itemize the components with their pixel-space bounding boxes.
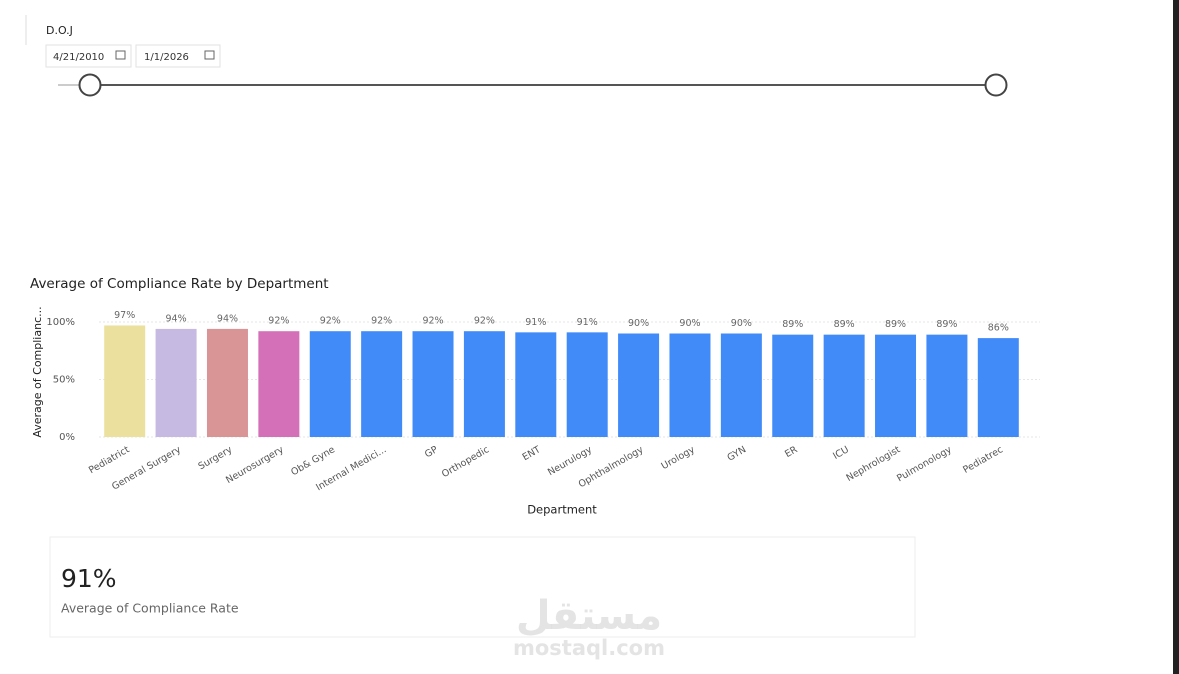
data-label: 90% [679,318,700,329]
bar [720,333,762,437]
bar [515,332,557,437]
bar [823,334,865,437]
x-tick-label: Orthopedic [440,444,491,480]
window-edge [1173,0,1179,674]
bar [566,332,608,437]
data-label: 91% [577,317,598,328]
data-label: 89% [834,319,855,330]
bar [309,331,351,437]
data-label: 94% [217,313,238,324]
x-tick-label: Neurosurgery [224,444,286,486]
data-label: 92% [474,316,495,327]
slicer-title: D.O.J [46,24,73,37]
watermark: مستقل [516,593,662,639]
x-tick-label: ER [783,444,800,460]
data-label: 86% [988,323,1009,334]
data-label: 89% [782,319,803,330]
x-tick-label: Nephrologist [845,444,903,484]
data-label: 92% [371,316,392,327]
card-value: 91% [61,564,117,593]
y-tick-label: 0% [59,432,75,443]
bar [772,334,814,437]
x-tick-label: Neurulogy [546,444,594,478]
bar [669,333,711,437]
x-tick-label: GP [423,444,440,460]
end-date-input[interactable]: 1/1/2026 [135,44,221,68]
bar [361,331,403,437]
data-label: 97% [114,310,135,321]
chart-title: Average of Compliance Rate by Department [30,276,329,292]
data-label: 92% [320,316,341,327]
calendar-icon [115,50,126,60]
x-tick-label: Surgery [197,444,235,472]
card [49,536,916,638]
y-axis-title: Average of Complianc... [31,306,44,437]
x-tick-label: Urology [660,444,697,472]
slider-handle[interactable] [984,73,1008,97]
bar [258,331,300,437]
start-date: 4/21/2010 [53,52,104,63]
data-label: 89% [936,319,957,330]
data-label: 92% [268,316,289,327]
data-label: 90% [628,318,649,329]
watermark: mostaql.com [513,636,665,660]
x-tick-label: ENT [521,444,543,463]
calendar-icon [204,50,215,60]
bar [463,331,505,437]
bar [618,333,660,437]
data-label: 90% [731,318,752,329]
y-tick-label: 50% [53,375,75,386]
y-tick-label: 100% [46,317,75,328]
x-tick-label: ICU [831,444,851,462]
x-tick-label: GYN [725,444,748,463]
x-axis-title: Department [527,503,597,517]
bar [155,328,197,437]
bar [206,328,248,437]
bar [977,338,1019,437]
data-label: 91% [525,317,546,328]
bar [104,325,146,437]
slider-handle[interactable] [78,73,102,97]
bar [412,331,454,437]
x-tick-label: Pediatrec [961,444,1005,476]
data-label: 92% [422,316,443,327]
card-label: Average of Compliance Rate [61,601,239,616]
start-date-input[interactable]: 4/21/2010 [45,44,132,68]
x-tick-label: Ob& Gyne [289,444,337,478]
data-label: 89% [885,319,906,330]
bar [875,334,917,437]
data-label: 94% [166,313,187,324]
end-date: 1/1/2026 [144,52,189,63]
x-tick-label: Pulmonology [895,444,954,484]
bar [926,334,968,437]
x-tick-label: Pediatrict [87,444,132,476]
